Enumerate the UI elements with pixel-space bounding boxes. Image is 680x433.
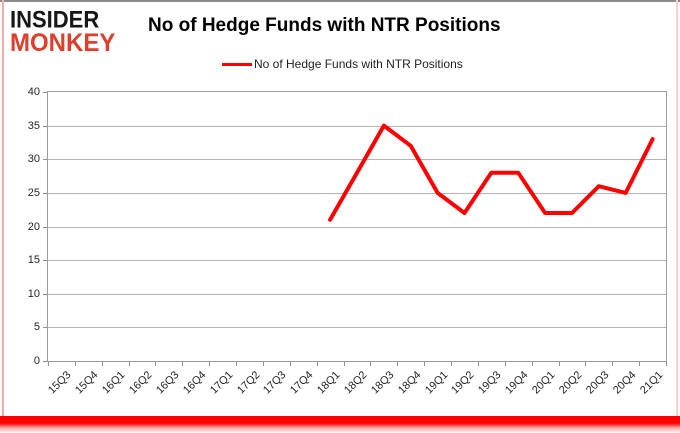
x-axis-tick (477, 362, 479, 366)
x-axis-tick (209, 362, 211, 366)
y-axis-label: 35 (27, 119, 40, 132)
x-axis-tick (343, 362, 345, 366)
frame-right-glow (676, 0, 678, 419)
frame-top-border (0, 0, 680, 2)
x-axis-tick (585, 362, 587, 366)
gridline (48, 159, 666, 161)
y-axis-label: 30 (27, 153, 40, 166)
y-axis-label: 10 (27, 287, 40, 300)
x-axis-tick (182, 362, 184, 366)
gridline (48, 125, 666, 127)
frame-left-glow (2, 0, 4, 419)
y-axis-tick (43, 293, 47, 295)
x-axis-tick (316, 362, 318, 366)
gridline (48, 226, 666, 228)
y-axis-label: 0 (33, 355, 40, 367)
y-axis-tick (43, 327, 47, 329)
y-axis-tick (43, 226, 47, 228)
x-axis-tick (370, 362, 372, 366)
x-axis-tick (451, 362, 453, 366)
y-axis-tick (43, 260, 47, 262)
gridline (48, 293, 666, 295)
x-axis-tick (558, 362, 560, 366)
x-axis-tick (397, 362, 399, 366)
x-axis-tick (289, 362, 291, 366)
chart-title: No of Hedge Funds with NTR Positions (148, 15, 501, 36)
y-axis-label: 20 (27, 220, 40, 233)
x-axis-tick (612, 362, 614, 366)
plot-area (47, 91, 667, 362)
insider-monkey-logo: INSIDER MONKEY (10, 5, 140, 58)
chart-legend: No of Hedge Funds with NTR Positions (222, 56, 463, 72)
logo-text-monkey: MONKEY (10, 28, 116, 58)
gridline (48, 192, 666, 194)
x-axis-tick (236, 362, 238, 366)
y-axis-tick (43, 192, 47, 194)
gridline (48, 260, 666, 262)
logo-text-insider: INSIDER (10, 5, 100, 33)
y-axis-tick (43, 125, 47, 127)
x-axis-tick (424, 362, 426, 366)
x-axis-tick (101, 362, 103, 366)
gridline (48, 327, 666, 329)
x-axis-tick (48, 362, 49, 366)
x-axis-tick (155, 362, 157, 366)
y-axis-tick (43, 92, 47, 93)
x-axis-tick (128, 362, 130, 366)
legend-label: No of Hedge Funds with NTR Positions (254, 57, 463, 71)
y-axis-label: 25 (27, 186, 40, 199)
y-axis-label: 5 (33, 321, 40, 334)
x-axis-tick (639, 362, 641, 366)
x-axis-tick (504, 362, 506, 366)
y-axis-label: 40 (27, 86, 40, 98)
y-axis-label: 15 (27, 254, 40, 267)
frame-bottom-glow (0, 416, 680, 433)
y-axis-tick (43, 361, 47, 362)
x-axis-tick (262, 362, 264, 366)
x-axis-tick (531, 362, 533, 366)
x-axis-tick (666, 362, 667, 366)
legend-line-swatch (222, 62, 252, 66)
x-axis-tick (74, 362, 76, 366)
y-axis-tick (43, 159, 47, 161)
